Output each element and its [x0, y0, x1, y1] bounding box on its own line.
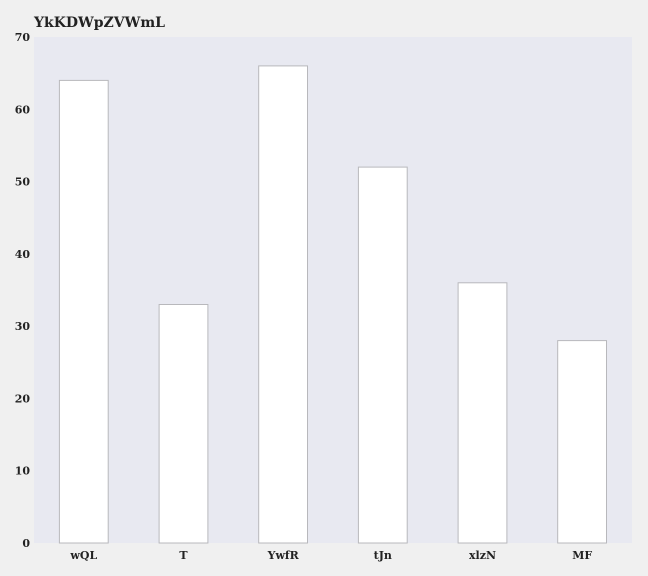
bar-wQL: [58, 79, 109, 544]
y-tick-label: 0: [22, 537, 30, 550]
chart-title: YkKDWpZVWmL: [33, 15, 165, 31]
y-tick-label: 40: [15, 248, 31, 261]
y-tick-label: 70: [15, 31, 31, 44]
x-tick-label: T: [179, 549, 188, 562]
x-tick-label: tJn: [374, 549, 392, 562]
x-tick-label: wQL: [69, 549, 97, 562]
y-tick-label: 30: [15, 320, 31, 333]
bar-T: [158, 304, 209, 544]
y-tick-label: 10: [15, 465, 31, 478]
y-tick-label: 60: [15, 103, 31, 116]
plot-area: [34, 37, 632, 543]
bar-tJn: [357, 166, 408, 544]
bars-group: [58, 65, 608, 544]
bar-MF: [557, 340, 608, 544]
y-tick-label: 50: [15, 176, 31, 189]
x-tick-labels: wQL T YwfR tJn xlzN MF: [69, 549, 592, 562]
x-tick-label: MF: [572, 549, 592, 562]
x-tick-label: YwfR: [267, 549, 300, 562]
y-tick-labels: 0 10 20 30 40 50 60 70: [15, 31, 31, 550]
x-tick-label: xlzN: [469, 549, 496, 562]
bar-YwfR: [258, 65, 309, 544]
y-tick-label: 20: [15, 392, 31, 405]
bar-xlzN: [457, 282, 508, 544]
